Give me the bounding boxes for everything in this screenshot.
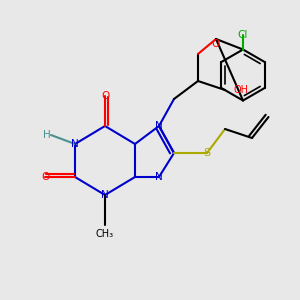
Text: O: O xyxy=(41,172,49,182)
Text: O: O xyxy=(101,91,109,101)
Text: N: N xyxy=(101,190,109,200)
Text: N: N xyxy=(155,121,163,131)
Text: OH: OH xyxy=(234,85,249,95)
Text: O: O xyxy=(212,38,220,49)
Text: N: N xyxy=(71,139,79,149)
Text: CH₃: CH₃ xyxy=(96,229,114,239)
Text: N: N xyxy=(155,172,163,182)
Text: H: H xyxy=(43,130,51,140)
Text: Cl: Cl xyxy=(238,29,248,40)
Text: S: S xyxy=(203,148,211,158)
